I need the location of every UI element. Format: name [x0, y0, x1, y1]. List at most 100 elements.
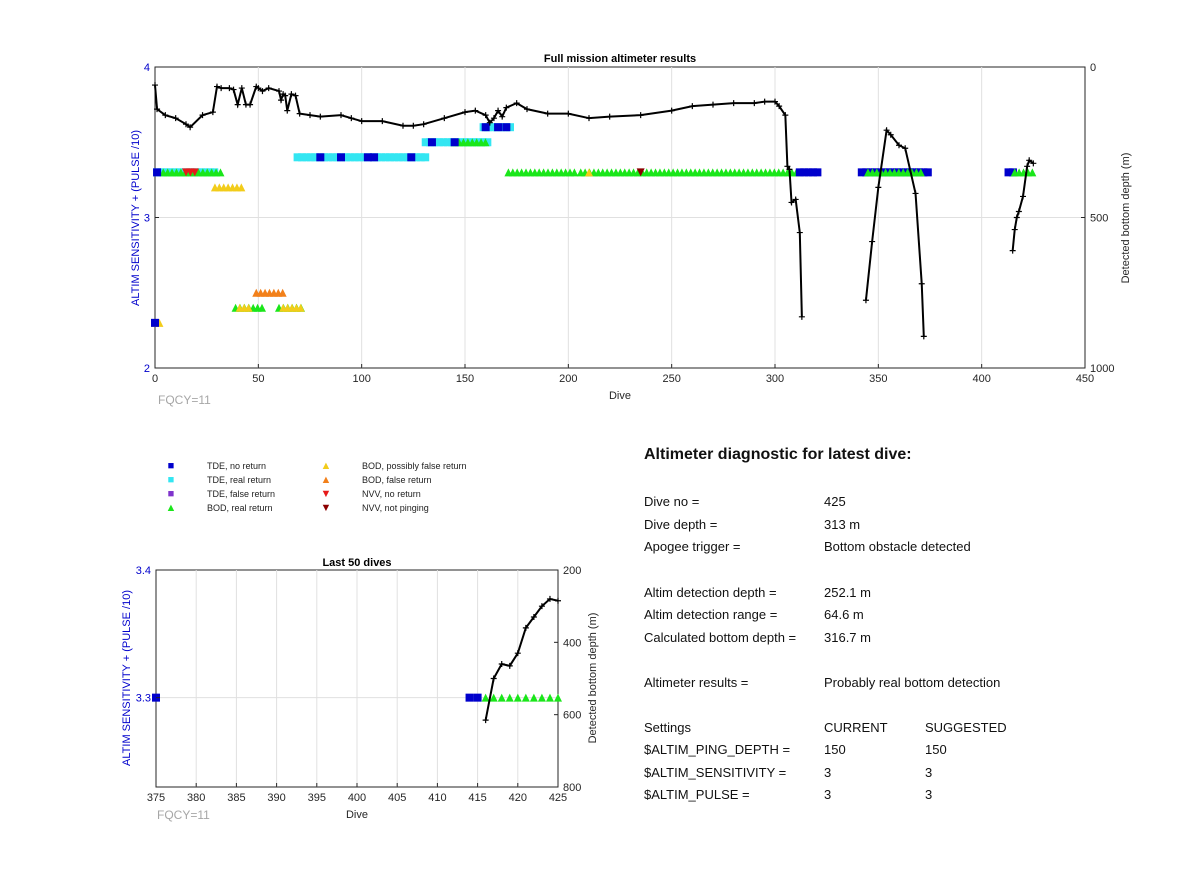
depth-point [230, 86, 237, 93]
depth-point [1030, 160, 1037, 167]
depth-point [918, 280, 925, 287]
depth-point [710, 101, 716, 108]
diagnostic-row-ping-depth: $ALTIM_PING_DEPTH = 150 150 [644, 742, 1164, 760]
y-tick-label-right: 400 [563, 637, 581, 649]
marker-square [813, 168, 822, 177]
marker-square [439, 138, 448, 147]
marker-triangle-up [513, 693, 522, 702]
marker-square [381, 153, 390, 162]
marker-triangle-up [481, 693, 490, 702]
marker-square [465, 693, 474, 702]
x-tick-label: 50 [252, 373, 264, 385]
last50-chart: 375 380 385 390 395 400 405 410 415 420 425 3.3 3.4… [121, 557, 599, 822]
marker-triangle-up [554, 693, 562, 702]
depth-point [772, 98, 778, 105]
main-marks [151, 123, 1037, 327]
depth-point [348, 115, 355, 122]
depth-point [1026, 157, 1033, 164]
marker-triangle-up [296, 303, 305, 312]
diagnostic-row-altim-depth: Altim detection depth = 252.1 m [644, 585, 1164, 603]
diagnostic-label: Apogee trigger = [644, 539, 741, 554]
diagnostic-column-header: CURRENT [824, 720, 888, 735]
marker-square [337, 153, 345, 162]
diagnostic-title: Altimeter diagnostic for latest dive: [644, 446, 912, 463]
x-tick-label: 400 [972, 373, 990, 385]
depth-point [524, 106, 530, 113]
depth-point [792, 196, 799, 203]
last50-y-ticks-left: 3.3 3.4 [136, 565, 160, 705]
x-tick-label: 380 [187, 792, 205, 804]
depth-point [288, 91, 295, 98]
marker-square [394, 153, 403, 162]
diagnostic-row-dive-depth: Dive depth = 313 m [644, 517, 1164, 535]
diagnostic-row-dive-no: Dive no = 425 [644, 494, 1164, 512]
x-tick-label: 450 [1076, 373, 1094, 385]
main-x-ticks: 0 50 100 150 200 250 300 350 400 450 [152, 364, 1094, 385]
square-icon: ■ [167, 474, 175, 486]
last50-depth-lines [482, 595, 561, 724]
depth-point [462, 109, 468, 116]
legend: ■ TDE, no return ■ TDE, real return ■ TD… [160, 458, 500, 518]
depth-point [796, 229, 803, 236]
y-tick-label-left: 3 [144, 213, 150, 225]
depth-point [410, 122, 417, 129]
depth-point [420, 121, 427, 128]
triangle-down-icon: ▼ [320, 502, 332, 514]
depth-point [1009, 247, 1016, 254]
x-tick-label: 0 [152, 373, 158, 385]
main-fqcy-label: FQCY=11 [158, 393, 211, 407]
depth-point [317, 113, 324, 120]
square-icon: ■ [167, 488, 175, 500]
marker-triangle-up [505, 693, 514, 702]
marker-square [377, 153, 386, 162]
x-tick-label: 425 [549, 792, 567, 804]
triangle-up-icon: ▲ [320, 460, 332, 472]
depth-point [495, 107, 502, 114]
diagnostic-value: 3 [925, 765, 933, 780]
last50-y-axis-label-left: ALTIM SENSITIVITY + (PULSE /10) [121, 590, 133, 766]
legend-label: BOD, possibly false return [362, 461, 467, 471]
main-grid [155, 67, 1085, 368]
legend-label: BOD, real return [207, 503, 273, 513]
triangle-up-icon: ▲ [165, 502, 177, 514]
depth-point [154, 106, 161, 113]
triangle-down-icon: ▼ [320, 488, 332, 500]
depth-point [265, 85, 272, 92]
marker-square [302, 153, 311, 162]
diagnostic-row-sensitivity: $ALTIM_SENSITIVITY = 3 3 [644, 765, 1164, 783]
depth-point [259, 88, 266, 95]
y-tick-label-right: 800 [563, 782, 581, 794]
diagnostic-value: Probably real bottom detection [824, 675, 1001, 690]
diagnostic-label: Altimeter results = [644, 675, 749, 690]
depth-point [503, 104, 510, 111]
y-tick-label-right: 500 [1090, 213, 1108, 225]
depth-point [255, 85, 262, 92]
legend-label: BOD, false return [362, 475, 432, 485]
depth-point [358, 118, 365, 125]
main-y-ticks-left: 2 3 4 [144, 62, 159, 375]
x-tick-label: 400 [348, 792, 366, 804]
depth-point [513, 100, 520, 107]
main-y-axis-label-left: ALTIM SENSITIVITY + (PULSE /10) [130, 130, 142, 306]
depth-point [278, 97, 285, 104]
marker-square [450, 138, 459, 147]
diagnostic-value: 3 [824, 787, 832, 802]
depth-point [761, 98, 768, 105]
marker-square [370, 153, 379, 162]
marker-square [346, 153, 355, 162]
marker-triangle-up [570, 168, 579, 177]
y-tick-label-left: 2 [144, 363, 150, 375]
depth-point [1015, 208, 1022, 215]
diagnostic-row-pulse: $ALTIM_PULSE = 3 3 [644, 787, 1164, 805]
diagnostic-column-header: SUGGESTED [925, 720, 1007, 735]
marker-square [324, 153, 333, 162]
marker-square [399, 153, 408, 162]
marker-square [412, 153, 421, 162]
triangle-up-icon: ▲ [320, 474, 332, 486]
depth-point [902, 145, 909, 152]
diagnostic-value: 313 m [824, 517, 861, 532]
marker-triangle-up [244, 303, 253, 312]
marker-square [407, 153, 416, 162]
depth-point [172, 115, 179, 122]
